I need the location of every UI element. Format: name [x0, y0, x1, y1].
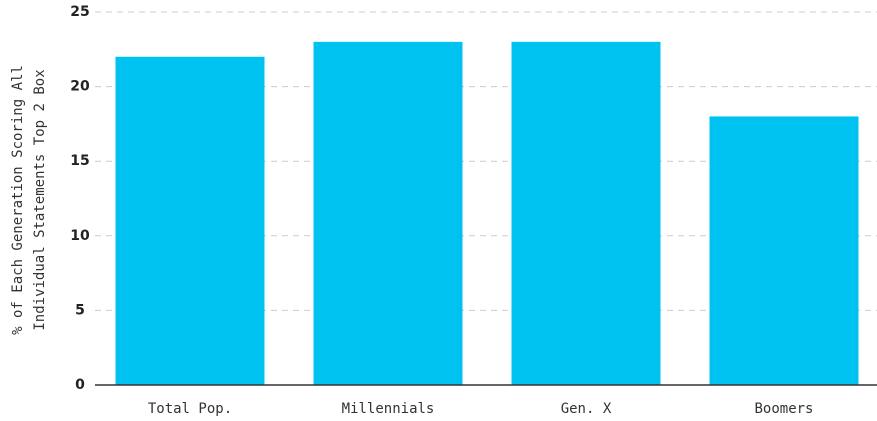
y-tick-label: 10 [70, 228, 90, 244]
bar [115, 56, 265, 385]
x-tick-label: Millennials [342, 401, 435, 417]
y-tick-label: 15 [70, 153, 89, 169]
y-tick-label: 5 [75, 302, 85, 318]
y-tick-label: 20 [70, 79, 90, 95]
x-tick-label: Gen. X [561, 401, 612, 417]
bar [511, 41, 661, 386]
y-axis-label: Individual Statements Top 2 Box [32, 69, 48, 330]
x-tick-label: Total Pop. [148, 401, 232, 417]
y-axis-label: % of Each Generation Scoring All [10, 65, 26, 335]
x-tick-label: Boomers [754, 401, 813, 417]
y-axis-label-group: % of Each Generation Scoring All Individ… [10, 65, 48, 335]
y-tick-label: 0 [75, 377, 85, 393]
y-tick-label: 25 [70, 4, 89, 20]
bar [709, 116, 859, 385]
bar [313, 41, 463, 386]
